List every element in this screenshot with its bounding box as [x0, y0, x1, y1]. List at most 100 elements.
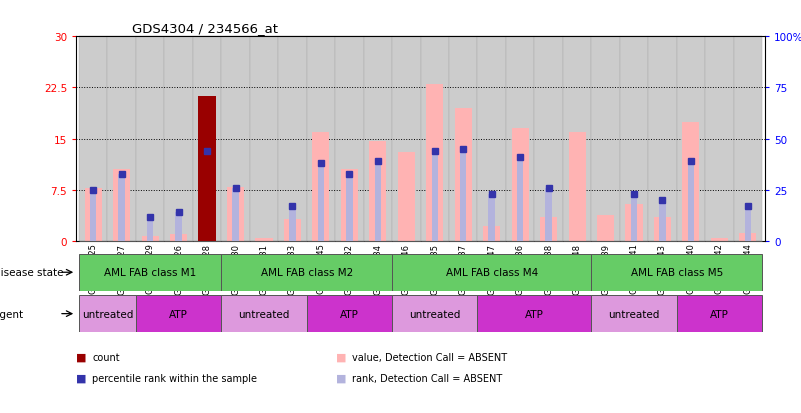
Bar [119, 174, 125, 242]
Bar [221, 37, 250, 242]
Bar [340, 170, 358, 242]
Bar [534, 37, 563, 242]
Bar [705, 37, 734, 242]
Bar [682, 122, 699, 242]
Bar [392, 37, 421, 242]
Bar [289, 207, 296, 242]
Bar [626, 204, 642, 242]
Text: untreated: untreated [409, 309, 461, 319]
Bar [677, 37, 705, 242]
Bar [136, 295, 221, 332]
Text: AML FAB class M2: AML FAB class M2 [260, 268, 352, 278]
Text: AML FAB class M4: AML FAB class M4 [445, 268, 537, 278]
Bar [221, 295, 307, 332]
Bar [79, 295, 136, 332]
Bar [648, 37, 677, 242]
Text: untreated: untreated [82, 309, 133, 319]
Text: ■: ■ [76, 352, 87, 362]
Bar [113, 170, 131, 242]
Bar [79, 254, 221, 291]
Bar [455, 109, 472, 242]
Text: AML FAB class M1: AML FAB class M1 [104, 268, 196, 278]
Text: untreated: untreated [608, 309, 660, 319]
Text: ATP: ATP [710, 309, 729, 319]
Bar [710, 239, 728, 242]
Bar [659, 201, 666, 242]
Bar [199, 97, 215, 242]
Text: ATP: ATP [169, 309, 188, 319]
Bar [630, 195, 638, 242]
Bar [107, 37, 136, 242]
Bar [477, 295, 591, 332]
Bar [739, 233, 756, 242]
Text: percentile rank within the sample: percentile rank within the sample [92, 373, 257, 383]
Bar [540, 218, 557, 242]
Bar [203, 152, 211, 242]
Bar [199, 97, 215, 242]
Text: ■: ■ [336, 352, 347, 362]
Bar [369, 142, 386, 242]
Text: rank, Detection Call = ABSENT: rank, Detection Call = ABSENT [352, 373, 503, 383]
Bar [477, 37, 506, 242]
Bar [232, 188, 239, 242]
Bar [620, 37, 648, 242]
Bar [85, 188, 102, 242]
Bar [147, 217, 153, 242]
Bar [164, 37, 193, 242]
Bar [79, 37, 107, 242]
Bar [449, 37, 477, 242]
Bar [460, 150, 466, 242]
Bar [677, 295, 762, 332]
Bar [250, 37, 278, 242]
Bar [569, 133, 586, 242]
Bar [142, 236, 159, 242]
Bar [136, 37, 164, 242]
Bar [734, 37, 762, 242]
Bar [284, 220, 301, 242]
Bar [512, 129, 529, 242]
Bar [175, 213, 182, 242]
Bar [426, 85, 443, 242]
Text: disease state: disease state [0, 268, 63, 278]
Bar [193, 37, 221, 242]
Text: value, Detection Call = ABSENT: value, Detection Call = ABSENT [352, 352, 508, 362]
Bar [346, 174, 352, 242]
Bar [591, 295, 677, 332]
Bar [591, 254, 762, 291]
Text: ■: ■ [76, 373, 87, 383]
Bar [563, 37, 591, 242]
Bar [421, 37, 449, 242]
Bar [506, 37, 534, 242]
Text: ATP: ATP [340, 309, 359, 319]
Bar [545, 188, 552, 242]
Bar [307, 295, 392, 332]
Text: agent: agent [0, 309, 24, 319]
Bar [745, 207, 751, 242]
Bar [278, 37, 307, 242]
Bar [392, 254, 591, 291]
Text: GDS4304 / 234566_at: GDS4304 / 234566_at [132, 22, 278, 35]
Bar [364, 37, 392, 242]
Bar [375, 162, 381, 242]
Bar [256, 239, 272, 242]
Bar [392, 295, 477, 332]
Bar [170, 235, 187, 242]
Bar [335, 37, 364, 242]
Bar [307, 37, 335, 242]
Bar [398, 153, 415, 242]
Bar [221, 254, 392, 291]
Text: ■: ■ [336, 373, 347, 383]
Text: AML FAB class M5: AML FAB class M5 [630, 268, 723, 278]
Bar [517, 158, 523, 242]
Text: count: count [92, 352, 119, 362]
Bar [591, 37, 620, 242]
Bar [688, 162, 694, 242]
Bar [654, 218, 671, 242]
Bar [432, 152, 438, 242]
Bar [318, 164, 324, 242]
Bar [597, 216, 614, 242]
Bar [227, 187, 244, 242]
Bar [90, 190, 96, 242]
Bar [483, 227, 501, 242]
Text: untreated: untreated [238, 309, 290, 319]
